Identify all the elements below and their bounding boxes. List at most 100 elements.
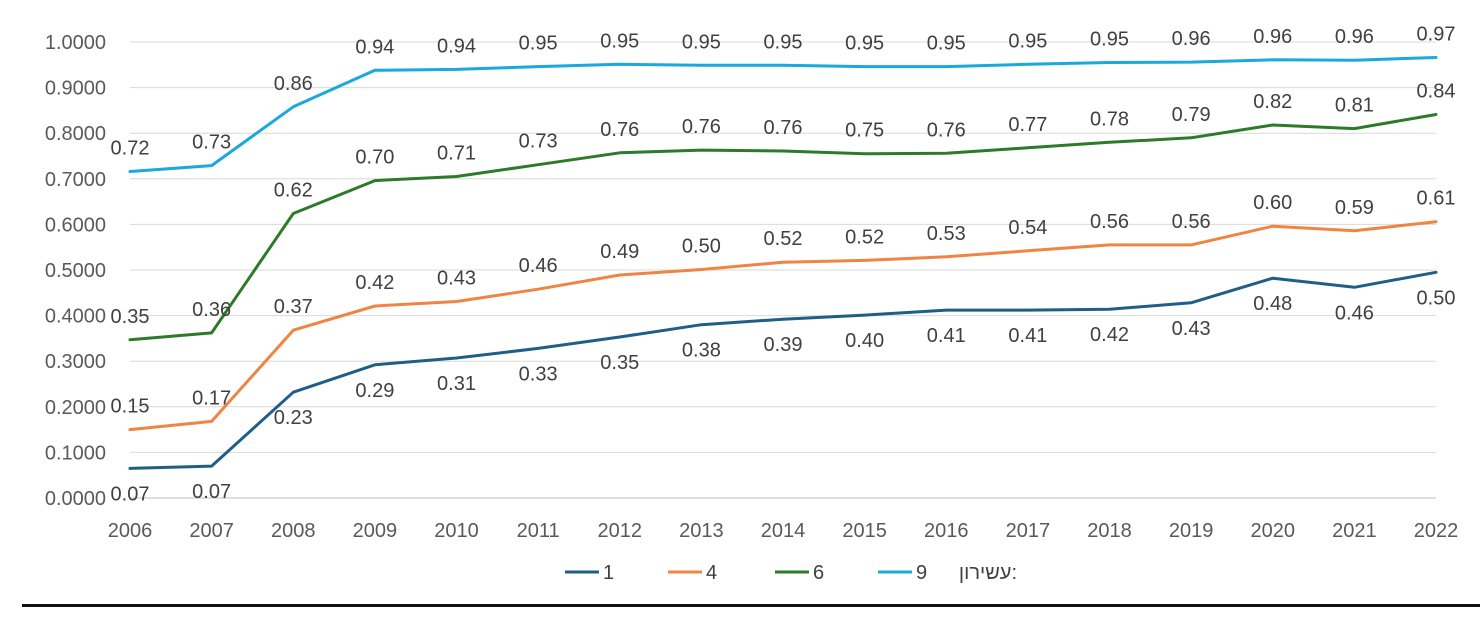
- x-tick-label: 2022: [1414, 520, 1459, 542]
- x-tick-label: 2019: [1169, 520, 1214, 542]
- legend-label-6: 6: [813, 562, 824, 584]
- data-label-series-1: 0.35: [600, 352, 639, 374]
- x-tick-label: 2008: [271, 520, 316, 542]
- data-label-series-6: 0.35: [111, 306, 150, 328]
- data-label-series-1: 0.29: [355, 380, 394, 402]
- data-label-series-9: 0.86: [274, 73, 313, 95]
- data-label-series-6: 0.81: [1335, 95, 1374, 117]
- data-label-series-1: 0.39: [764, 334, 803, 356]
- y-tick-label: 0.0000: [45, 488, 106, 510]
- data-label-series-4: 0.56: [1172, 211, 1211, 233]
- x-tick-label: 2006: [108, 520, 153, 542]
- x-tick-label: 2015: [842, 520, 887, 542]
- data-label-series-6: 0.79: [1172, 104, 1211, 126]
- x-tick-label: 2020: [1251, 520, 1296, 542]
- data-label-series-6: 0.82: [1253, 91, 1292, 113]
- data-label-series-9: 0.95: [1090, 29, 1129, 51]
- x-tick-label: 2016: [924, 520, 969, 542]
- x-tick-label: 2007: [189, 520, 234, 542]
- data-label-series-6: 0.75: [845, 120, 884, 142]
- data-label-series-4: 0.42: [355, 272, 394, 294]
- data-label-series-1: 0.33: [519, 363, 558, 385]
- data-label-series-1: 0.42: [1090, 324, 1129, 346]
- data-label-series-4: 0.37: [274, 296, 313, 318]
- y-tick-label: 0.8000: [45, 123, 106, 145]
- legend-label-1: 1: [603, 562, 614, 584]
- data-label-series-1: 0.50: [1417, 287, 1456, 309]
- data-label-series-6: 0.77: [1008, 114, 1047, 136]
- data-label-series-1: 0.43: [1172, 318, 1211, 340]
- data-label-series-1: 0.48: [1253, 293, 1292, 315]
- data-label-series-9: 0.95: [682, 31, 721, 53]
- data-label-series-4: 0.15: [111, 396, 150, 418]
- data-label-series-1: 0.07: [192, 481, 231, 503]
- y-tick-label: 0.1000: [45, 442, 106, 464]
- y-tick-label: 1.0000: [45, 32, 106, 54]
- data-label-series-6: 0.73: [519, 131, 558, 153]
- legend-items: 1 4 6 9: [565, 562, 927, 584]
- y-tick-label: 0.4000: [45, 306, 106, 328]
- y-tick-label: 0.7000: [45, 169, 106, 191]
- data-label-series-4: 0.52: [764, 228, 803, 250]
- data-label-series-6: 0.84: [1417, 81, 1456, 103]
- legend-title: עשירון:: [959, 562, 1017, 584]
- y-tick-label: 0.9000: [45, 78, 106, 100]
- data-labels: 0.07 0.07 0.23 0.29 0.31 0.33 0.35 0.38 0.39 0.40…: [111, 24, 1456, 506]
- data-label-series-6: 0.76: [927, 119, 966, 141]
- data-label-series-1: 0.23: [274, 407, 313, 429]
- data-label-series-1: 0.38: [682, 340, 721, 362]
- data-label-series-6: 0.36: [192, 299, 231, 321]
- data-label-series-4: 0.49: [600, 241, 639, 263]
- series-line-6: [128, 113, 1438, 342]
- x-tick-label: 2018: [1087, 520, 1132, 542]
- series-line-4: [128, 220, 1438, 432]
- x-tick-label: 2012: [598, 520, 643, 542]
- x-tick-label: 2014: [761, 520, 806, 542]
- legend-label-9: 9: [916, 562, 927, 584]
- data-label-series-9: 0.73: [192, 132, 231, 154]
- data-label-series-1: 0.40: [845, 330, 884, 352]
- data-label-series-4: 0.50: [682, 236, 721, 258]
- data-label-series-1: 0.31: [437, 373, 476, 395]
- x-tick-label: 2013: [679, 520, 724, 542]
- data-label-series-6: 0.70: [355, 147, 394, 169]
- legend-label-4: 4: [706, 562, 717, 584]
- data-label-series-4: 0.56: [1090, 211, 1129, 233]
- data-label-series-9: 0.96: [1253, 26, 1292, 48]
- x-tick-label: 2011: [517, 520, 560, 542]
- data-label-series-9: 0.95: [845, 33, 884, 55]
- data-label-series-9: 0.94: [437, 35, 476, 57]
- x-tick-label: 2009: [353, 520, 398, 542]
- data-label-series-4: 0.52: [845, 226, 884, 248]
- data-label-series-4: 0.59: [1335, 197, 1374, 219]
- data-label-series-6: 0.76: [600, 119, 639, 141]
- data-label-series-4: 0.61: [1417, 188, 1456, 210]
- data-label-series-6: 0.62: [274, 179, 313, 201]
- bottom-divider: [22, 604, 1480, 607]
- series-line-1: [128, 270, 1438, 470]
- x-axis: 2006 2007 2008 2009 2010 2011 2012 2013 2014 2015…: [108, 520, 1459, 542]
- data-label-series-6: 0.78: [1090, 108, 1129, 130]
- y-axis: 0.0000 0.1000 0.2000 0.3000 0.4000 0.5000 0.60…: [45, 32, 106, 510]
- y-tick-label: 0.6000: [45, 214, 106, 236]
- data-label-series-9: 0.94: [355, 36, 394, 58]
- data-label-series-1: 0.41: [1008, 325, 1047, 347]
- data-label-series-4: 0.43: [437, 267, 476, 289]
- series-line-9: [128, 56, 1438, 173]
- data-label-series-9: 0.95: [1008, 30, 1047, 52]
- data-label-series-6: 0.71: [437, 143, 476, 165]
- data-label-series-9: 0.96: [1335, 26, 1374, 48]
- data-label-series-4: 0.53: [927, 223, 966, 245]
- data-label-series-9: 0.96: [1172, 28, 1211, 50]
- data-label-series-6: 0.76: [682, 116, 721, 138]
- y-tick-label: 0.2000: [45, 397, 106, 419]
- data-label-series-9: 0.95: [519, 33, 558, 55]
- y-tick-label: 0.5000: [45, 260, 106, 282]
- x-tick-label: 2021: [1332, 520, 1377, 542]
- data-label-series-1: 0.07: [111, 483, 150, 505]
- data-label-series-4: 0.46: [519, 255, 558, 277]
- data-label-series-9: 0.97: [1417, 24, 1456, 46]
- data-label-series-1: 0.41: [927, 325, 966, 347]
- x-tick-label: 2010: [434, 520, 479, 542]
- x-tick-label: 2017: [1006, 520, 1051, 542]
